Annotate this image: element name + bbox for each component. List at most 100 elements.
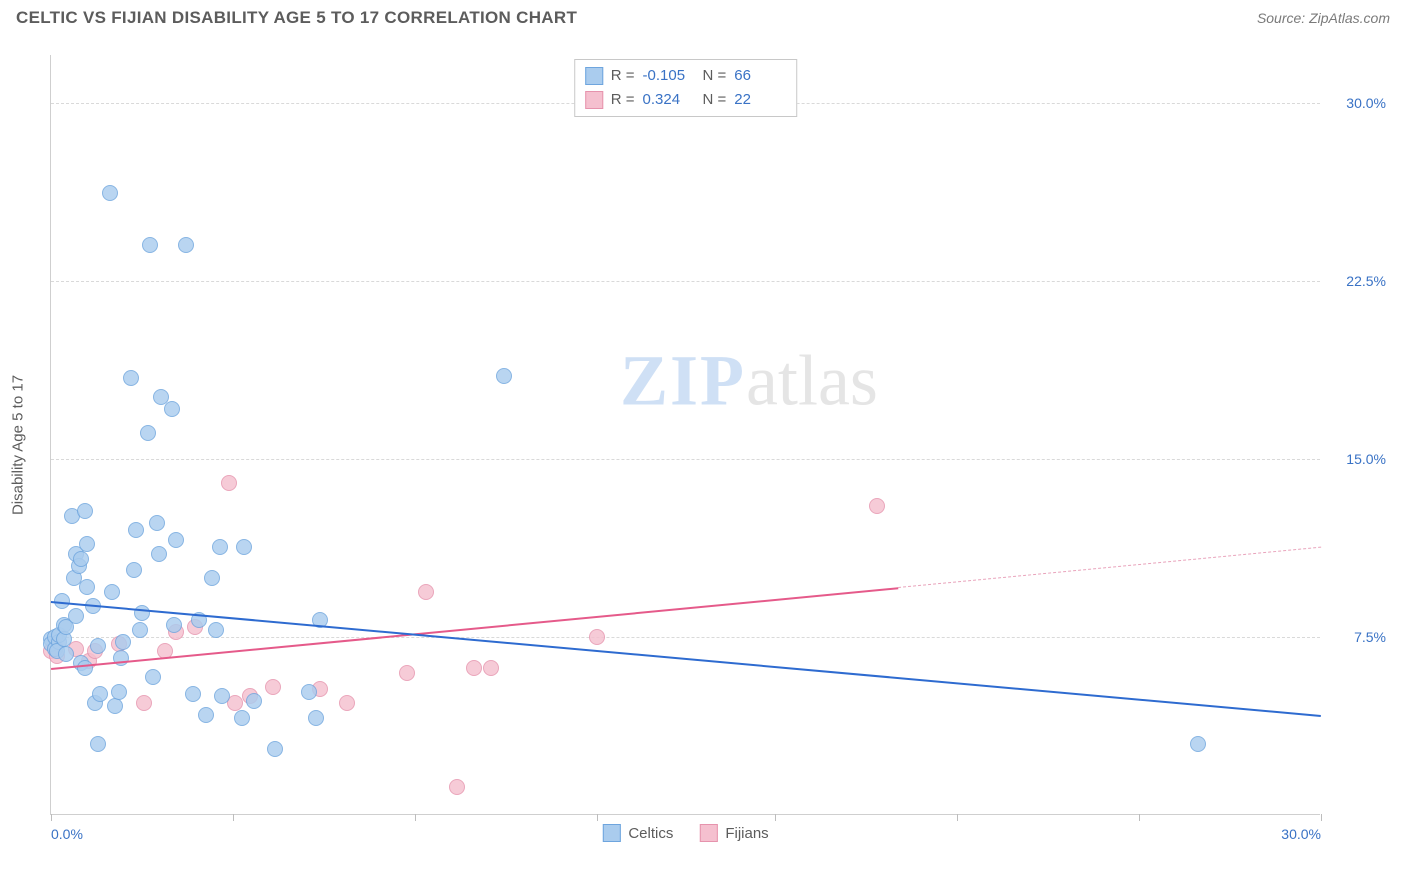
celtics-point	[77, 503, 93, 519]
legend-item: Fijians	[699, 824, 768, 842]
xtick	[1139, 814, 1140, 821]
celtics-point	[73, 551, 89, 567]
celtics-point	[90, 638, 106, 654]
chart-area: Disability Age 5 to 17 ZIPatlas R = -0.1…	[50, 55, 1390, 835]
xtick	[415, 814, 416, 821]
legend-n-label: N =	[703, 88, 727, 112]
ytick-label: 30.0%	[1346, 95, 1386, 111]
gridline	[51, 281, 1320, 282]
celtics-point	[142, 237, 158, 253]
celtics-point	[301, 684, 317, 700]
celtics-point	[68, 608, 84, 624]
legend-n-value: 22	[734, 88, 786, 112]
xtick	[957, 814, 958, 821]
celtics-point	[107, 698, 123, 714]
fijians-point	[418, 584, 434, 600]
celtics-point	[149, 515, 165, 531]
xtick	[233, 814, 234, 821]
gridline	[51, 637, 1320, 638]
celtics-point	[1190, 736, 1206, 752]
celtics-point	[132, 622, 148, 638]
celtics-point	[308, 710, 324, 726]
xtick	[51, 814, 52, 821]
celtics-point	[123, 370, 139, 386]
celtics-point	[140, 425, 156, 441]
plot-area: ZIPatlas R = -0.105 N = 66 R = 0.324 N =…	[50, 55, 1320, 815]
xtick	[775, 814, 776, 821]
celtics-point	[178, 237, 194, 253]
source-label: Source: ZipAtlas.com	[1257, 10, 1390, 26]
xtick	[1321, 814, 1322, 821]
legend-n-value: 66	[734, 64, 786, 88]
legend-item-label: Fijians	[725, 825, 768, 842]
celtics-point	[77, 660, 93, 676]
celtics-point	[496, 368, 512, 384]
legend-r-value: -0.105	[643, 64, 695, 88]
celtics-point	[145, 669, 161, 685]
celtics-point	[79, 536, 95, 552]
watermark: ZIPatlas	[620, 340, 878, 423]
watermark-atlas: atlas	[746, 341, 878, 421]
fijians-point	[869, 498, 885, 514]
celtics-point	[246, 693, 262, 709]
legend-r-value: 0.324	[643, 88, 695, 112]
celtics-point	[204, 570, 220, 586]
fijians-point	[136, 695, 152, 711]
celtics-point	[168, 532, 184, 548]
legend-swatch-icon	[585, 67, 603, 85]
legend-item: Celtics	[602, 824, 673, 842]
celtics-point	[234, 710, 250, 726]
legend-stats-row: R = 0.324 N = 22	[585, 88, 787, 112]
legend-stats-row: R = -0.105 N = 66	[585, 64, 787, 88]
watermark-zip: ZIP	[620, 341, 746, 421]
celtics-point	[208, 622, 224, 638]
celtics-point	[267, 741, 283, 757]
celtics-point	[102, 185, 118, 201]
celtics-point	[111, 684, 127, 700]
ytick-label: 22.5%	[1346, 273, 1386, 289]
fijians-point	[265, 679, 281, 695]
celtics-point	[104, 584, 120, 600]
celtics-point	[126, 562, 142, 578]
header-bar: CELTIC VS FIJIAN DISABILITY AGE 5 TO 17 …	[0, 0, 1406, 32]
celtics-point	[236, 539, 252, 555]
celtics-point	[212, 539, 228, 555]
fijians-point	[339, 695, 355, 711]
gridline	[51, 459, 1320, 460]
legend-r-label: R =	[611, 64, 635, 88]
fijians-point	[483, 660, 499, 676]
legend-item-label: Celtics	[628, 825, 673, 842]
fijians-point	[449, 779, 465, 795]
ytick-label: 15.0%	[1346, 451, 1386, 467]
ytick-label: 7.5%	[1354, 629, 1386, 645]
xtick-label: 30.0%	[1281, 826, 1321, 842]
fijians-point	[589, 629, 605, 645]
legend-swatch-icon	[699, 824, 717, 842]
celtics-point	[92, 686, 108, 702]
celtics-point	[58, 646, 74, 662]
fijians-point	[466, 660, 482, 676]
fijians-point	[221, 475, 237, 491]
legend-swatch-icon	[602, 824, 620, 842]
celtics-point	[164, 401, 180, 417]
celtics-point	[115, 634, 131, 650]
celtics-point	[166, 617, 182, 633]
chart-title: CELTIC VS FIJIAN DISABILITY AGE 5 TO 17 …	[16, 8, 577, 28]
fijians-trendline-ext	[898, 547, 1321, 588]
legend-r-label: R =	[611, 88, 635, 112]
y-axis-label: Disability Age 5 to 17	[10, 375, 27, 515]
celtics-point	[128, 522, 144, 538]
legend-series: Celtics Fijians	[602, 824, 768, 842]
celtics-point	[198, 707, 214, 723]
celtics-point	[134, 605, 150, 621]
legend-n-label: N =	[703, 64, 727, 88]
celtics-point	[214, 688, 230, 704]
legend-stats: R = -0.105 N = 66 R = 0.324 N = 22	[574, 59, 798, 117]
xtick	[597, 814, 598, 821]
celtics-point	[185, 686, 201, 702]
celtics-point	[151, 546, 167, 562]
fijians-point	[399, 665, 415, 681]
xtick-label: 0.0%	[51, 826, 83, 842]
celtics-point	[90, 736, 106, 752]
celtics-point	[79, 579, 95, 595]
